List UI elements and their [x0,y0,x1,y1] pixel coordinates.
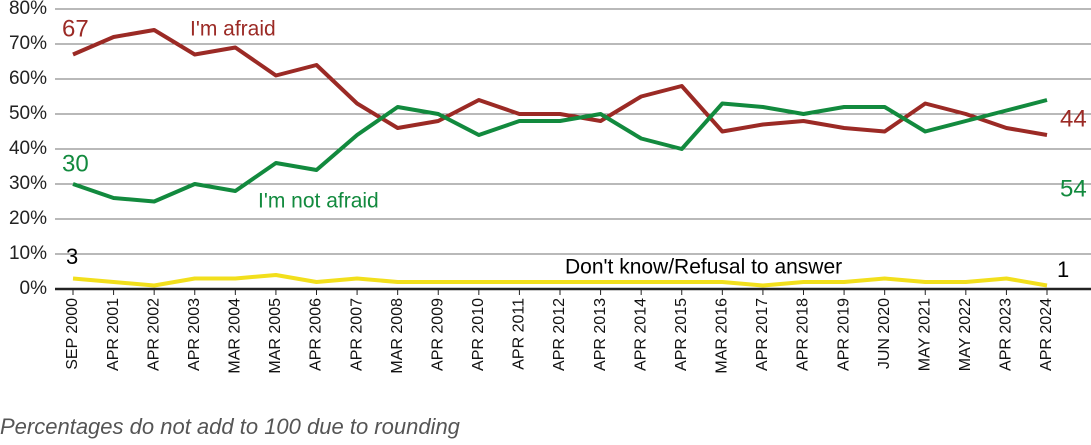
x-tick-label: APR 2007 [348,298,365,371]
series-line [72,273,1048,288]
x-tick-label: APR 2006 [308,298,325,371]
x-tick-label: APR 2009 [429,298,446,371]
x-tick-label: APR 2001 [105,298,122,371]
x-tick-label: MAR 2004 [227,298,244,374]
x-tick-label: APR 2024 [1038,298,1055,371]
x-tick-label: MAR 2005 [267,298,284,374]
x-tick-label: APR 2023 [998,298,1015,371]
footnote: Percentages do not add to 100 due to rou… [0,414,461,439]
x-tick-label: APR 2013 [592,298,609,371]
x-tick-label: APR 2019 [835,298,852,371]
x-tick-label: APR 2010 [470,298,487,371]
value-label: 30 [62,150,89,177]
x-tick-label: MAY 2021 [916,298,933,371]
x-tick-label: JUN 2020 [876,298,893,369]
y-tick-label: 10% [9,243,47,264]
x-tick-label: APR 2002 [145,298,162,371]
value-label: 67 [62,15,89,42]
x-tick-label: APR 2003 [186,298,203,371]
x-tick-label: MAR 2008 [389,298,406,374]
x-tick-label: APR 2011 [511,298,528,370]
value-label: 54 [1060,175,1087,202]
series-label: I'm not afraid [258,190,379,213]
series-label: Don't know/Refusal to answer [565,256,842,279]
y-tick-label: 0% [20,278,48,299]
x-tick-label: APR 2017 [754,298,771,371]
value-label: 44 [1060,105,1087,132]
y-tick-label: 50% [9,103,47,124]
series-line [72,28,1048,137]
x-tick-label: APR 2018 [795,298,812,371]
y-tick-label: 70% [9,33,47,54]
x-tick-label: MAY 2022 [957,298,974,371]
y-tick-label: 30% [9,173,47,194]
y-tick-label: 40% [9,138,47,159]
series-label: I'm afraid [190,18,276,41]
x-tick-label: MAR 2016 [714,298,731,374]
y-tick-label: 20% [9,208,47,229]
x-tick-label: APR 2012 [551,298,568,371]
x-tick-label: APR 2014 [632,298,649,371]
value-label: 1 [1057,257,1069,282]
y-tick-label: 60% [9,68,47,89]
value-label: 3 [66,244,78,269]
x-tick-label: APR 2015 [673,298,690,371]
y-tick-label: 80% [9,0,47,19]
series-line [72,98,1048,204]
x-tick-label: SEP 2000 [64,298,81,370]
